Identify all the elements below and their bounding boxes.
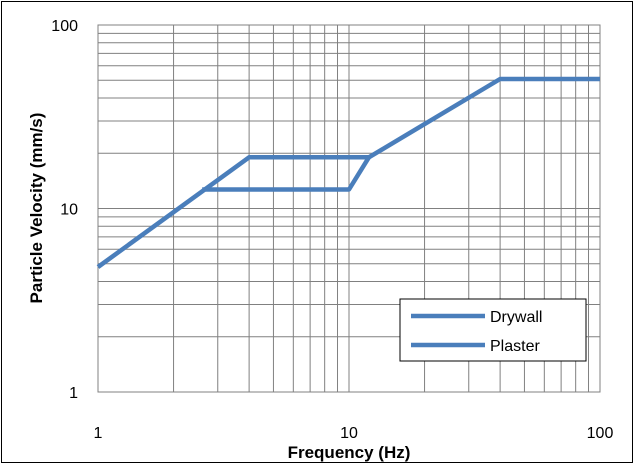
x-tick-label: 1	[94, 425, 103, 442]
x-tick-label: 100	[587, 425, 614, 442]
y-tick-label: 10	[60, 202, 78, 219]
tick-labels: 1 10 100 1 10 100	[51, 18, 613, 442]
y-tick-label: 100	[51, 18, 78, 35]
y-axis-label: Particle Velocity (mm/s)	[27, 113, 46, 304]
x-axis-label: Frequency (Hz)	[288, 443, 411, 462]
plot-area-border	[97, 24, 601, 393]
y-tick-label: 1	[69, 385, 78, 402]
x-tick-label: 10	[340, 425, 358, 442]
legend-label-drywall: Drywall	[490, 309, 542, 326]
series-line-plaster	[202, 156, 371, 192]
legend-label-plaster: Plaster	[490, 338, 540, 355]
series-lines	[96, 76, 600, 269]
legend-box	[399, 298, 587, 362]
legend: Drywall Plaster	[399, 298, 587, 362]
